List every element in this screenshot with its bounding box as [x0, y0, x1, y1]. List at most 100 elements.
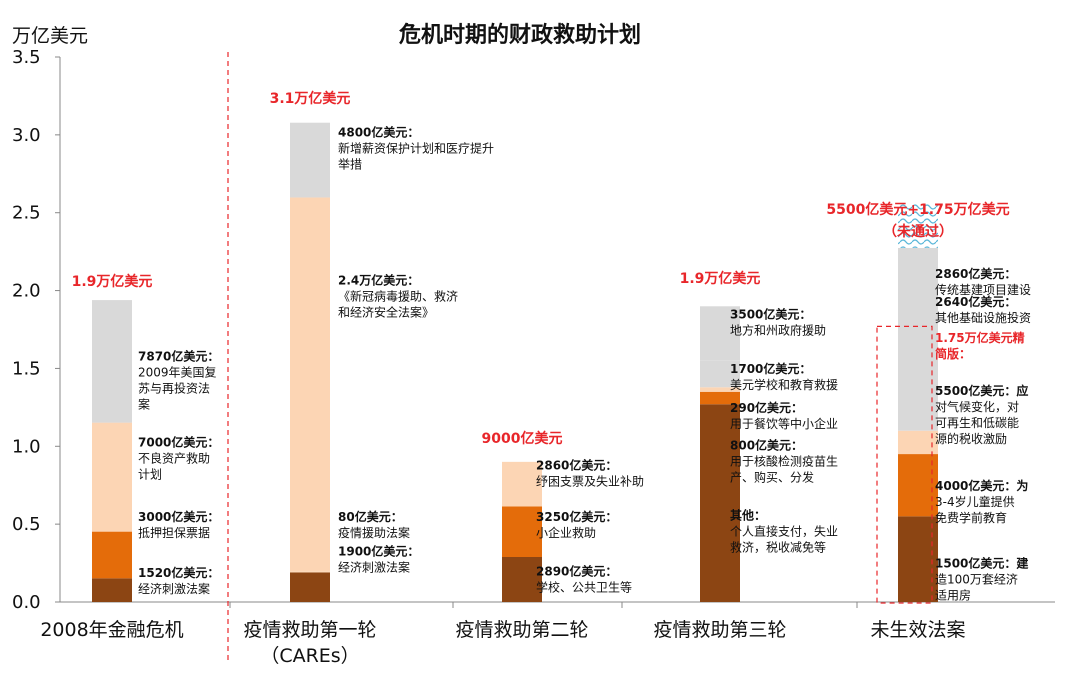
annotation-text: 产、购买、分发 — [730, 469, 814, 484]
annotation-text: 抵押担保票据 — [138, 526, 210, 540]
x-category-label: 疫情救助第一轮 — [243, 619, 376, 641]
y-tick-label: 2.0 — [12, 281, 41, 302]
annotation-text: 3250亿美元： — [536, 509, 617, 524]
annotation-text: 其他基础设施投资 — [935, 310, 1031, 325]
bar-total-label: 3.1万亿美元 — [270, 90, 351, 107]
y-tick-label: 1.0 — [12, 436, 41, 457]
annotation-text: 2.4万亿美元： — [338, 272, 419, 287]
y-axis-unit: 万亿美元 — [12, 25, 88, 47]
bar-total-label: （未通过） — [883, 223, 953, 240]
annotation-text: 经济刺激法案 — [138, 581, 210, 596]
annotation-text: 对气候变化，对 — [935, 399, 1019, 414]
bar-segment — [290, 197, 330, 572]
y-tick-label: 0.0 — [12, 592, 41, 613]
annotation-text: 计划 — [138, 467, 162, 481]
x-category-sublabel: （CAREs） — [260, 645, 359, 667]
annotation-text: 7000亿美元： — [138, 434, 219, 449]
annotation-text: 《新冠病毒援助、救济 — [338, 288, 458, 303]
bar-segment — [502, 461, 542, 507]
bar-segment — [92, 531, 132, 579]
bar-total-label: 1.9万亿美元 — [680, 270, 761, 287]
pending-bill-dashed-box — [876, 325, 933, 604]
annotation-text: 可再生和低碳能 — [935, 416, 1019, 430]
bar-segment — [898, 430, 938, 455]
x-category-label: 疫情救助第三轮 — [653, 619, 786, 641]
annotation-text: 3000亿美元： — [138, 509, 219, 524]
plot-area: 0.0 0.5 1.0 1.5 2.0 2.5 3.0 3.5 2008年金融危机 疫情救助第一轮… — [12, 47, 1055, 667]
annotation-text: 地方和州政府援助 — [730, 323, 826, 338]
annotation-text: 不良资产救助 — [138, 450, 210, 465]
bar-segment — [92, 578, 132, 602]
bar-segment — [898, 203, 938, 248]
bar-segment — [502, 556, 542, 602]
annotation-text: 4000亿美元：为 — [935, 478, 1028, 493]
annotation-text: 2860亿美元： — [536, 458, 617, 473]
annotation-text: 其他： — [730, 507, 766, 522]
annotation-text: 1500亿美元：建 — [935, 556, 1029, 571]
annotation-text: 美元学校和教育救援 — [730, 377, 838, 392]
bar-total-label: 9000亿美元 — [482, 430, 563, 447]
annotation-text: 用于餐饮等中小企业 — [730, 416, 838, 431]
annotation-text: 案 — [138, 397, 150, 412]
annotation-text: 4800亿美元： — [338, 124, 419, 139]
bar-segment — [898, 516, 938, 602]
annotation-text: 免费学前教育 — [935, 510, 1007, 525]
annotation-text: 2890亿美元： — [536, 564, 617, 579]
bar-segment — [290, 572, 330, 602]
annotation-text: 3500亿美元： — [730, 307, 811, 322]
annotation-text: 造100万套经济 — [935, 572, 1018, 587]
annotation-text: 和经济安全法案》 — [338, 304, 434, 319]
annotation-text: 2860亿美元： — [935, 266, 1016, 281]
bar-total-label: 1.9万亿美元 — [72, 273, 153, 290]
bar-segment — [700, 360, 740, 388]
annotation-text: 800亿美元： — [730, 437, 803, 452]
bar-segment — [92, 300, 132, 423]
bar-segment — [700, 391, 740, 405]
y-tick-label: 3.5 — [12, 47, 41, 68]
annotation-text: 1.75万亿美元精 — [935, 330, 1025, 345]
bar-segment — [898, 247, 938, 290]
bar-segment — [700, 306, 740, 361]
annotation-text: 纾困支票及失业补助 — [536, 474, 644, 489]
annotation-text: 80亿美元： — [338, 509, 403, 524]
bar-segment — [898, 289, 938, 431]
chart-title: 危机时期的财政救助计划 — [399, 22, 641, 48]
bar-segment — [502, 506, 542, 557]
x-category-label: 2008年金融危机 — [40, 619, 183, 641]
bar-segment — [898, 454, 938, 517]
y-tick-label: 3.0 — [12, 125, 41, 146]
annotation-text: 1520亿美元： — [138, 565, 219, 580]
annotation-text: 经济刺激法案 — [338, 559, 410, 574]
annotation-text: 简版： — [935, 346, 971, 361]
bar-segment — [700, 387, 740, 392]
x-category-label: 未生效法案 — [870, 619, 965, 641]
bar-segment — [700, 404, 740, 602]
annotation-text: 用于核酸检测疫苗生 — [730, 453, 838, 468]
annotation-text: 1900亿美元： — [338, 543, 419, 558]
bar-segment — [290, 122, 330, 198]
y-tick-label: 2.5 — [12, 203, 41, 224]
annotation-text: 2640亿美元： — [935, 294, 1016, 309]
annotation-text: 7870亿美元： — [138, 349, 219, 364]
annotation-text: 传统基建项目建设 — [935, 282, 1031, 297]
annotation-text: 2009年美国复 — [138, 366, 217, 380]
annotation-text: 救济，税收减免等 — [730, 539, 826, 554]
x-category-label: 疫情救助第二轮 — [455, 619, 588, 641]
annotation-text: 学校、公共卫生等 — [536, 580, 632, 595]
annotation-text: 小企业救助 — [536, 525, 596, 540]
bar-segment — [92, 422, 132, 532]
annotation-text: 苏与再投资法 — [138, 381, 210, 396]
annotation-text: 适用房 — [935, 588, 971, 603]
bar-total-label: 5500亿美元+1.75万亿美元 — [826, 201, 1009, 218]
annotation-text: 疫情援助法案 — [338, 525, 410, 540]
bar-segment — [290, 571, 330, 573]
annotation-text: 1700亿美元： — [730, 361, 811, 376]
annotation-text: 源的税收激励 — [935, 431, 1007, 446]
annotation-text: 290亿美元： — [730, 400, 803, 415]
y-tick-label: 1.5 — [12, 358, 41, 379]
annotation-text: 3-4岁儿童提供 — [935, 494, 1015, 509]
annotation-text: 5500亿美元：应 — [935, 383, 1028, 398]
annotation-text: 个人直接支付，失业 — [730, 523, 838, 538]
y-tick-label: 0.5 — [12, 514, 41, 535]
annotation-text: 举措 — [338, 157, 362, 171]
